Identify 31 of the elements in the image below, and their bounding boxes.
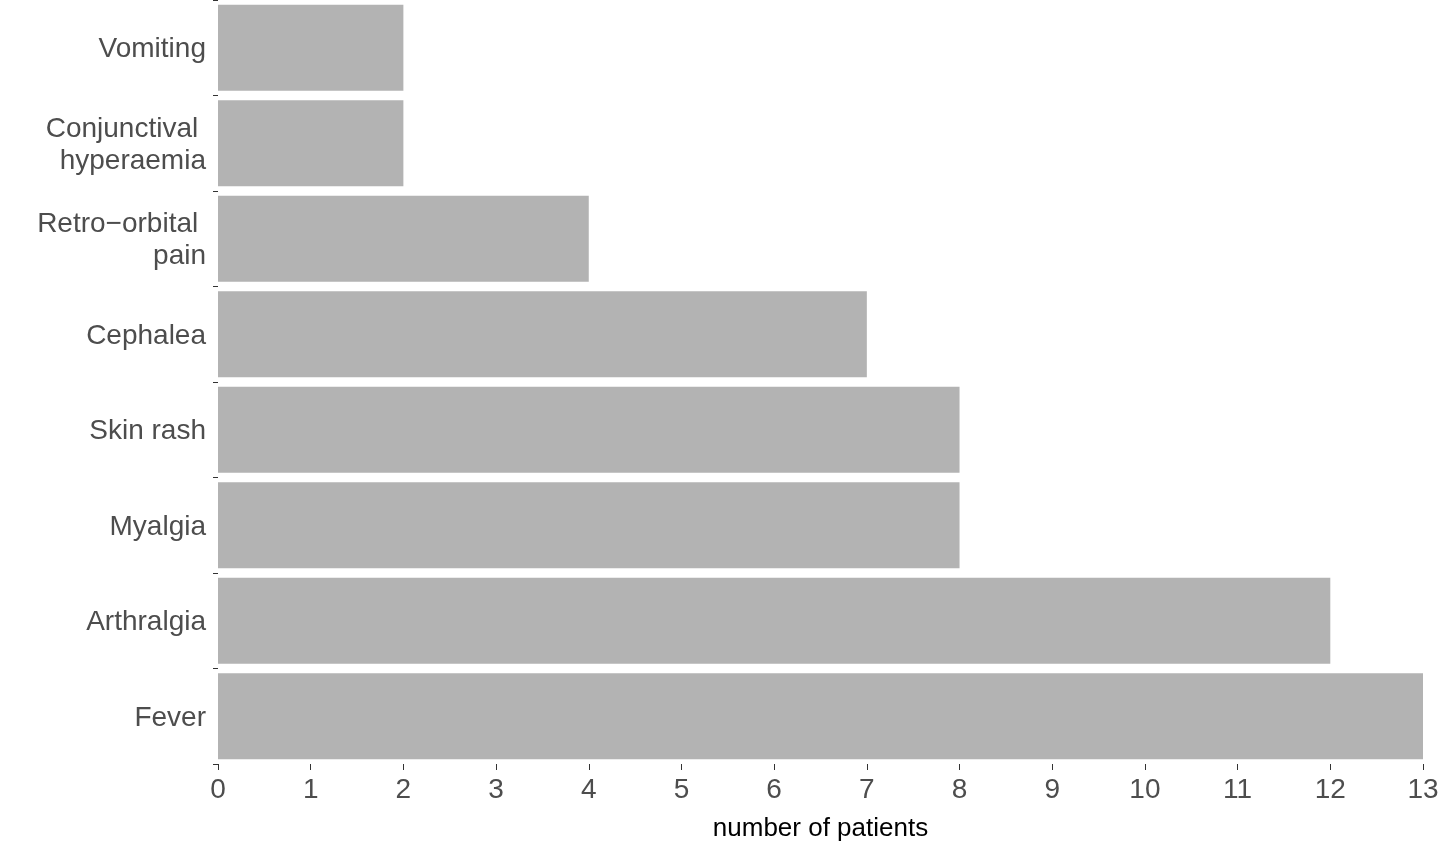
bar bbox=[218, 195, 589, 282]
x-tick-label: 11 bbox=[1223, 772, 1253, 804]
y-tick-label: Arthralgia bbox=[86, 605, 207, 637]
y-tick-label: Conjunctival hyperaemia bbox=[45, 111, 207, 175]
bar bbox=[218, 673, 1423, 760]
x-tick-label: 0 bbox=[210, 772, 226, 804]
bar bbox=[218, 4, 404, 91]
y-tick-label: Vomiting bbox=[98, 32, 206, 64]
x-tick-label: 9 bbox=[1044, 772, 1061, 804]
x-tick-label: 5 bbox=[673, 772, 690, 804]
x-tick-label: 10 bbox=[1129, 772, 1161, 804]
bar bbox=[218, 386, 960, 473]
x-tick-label: 6 bbox=[766, 772, 782, 804]
x-axis-title: number of patients bbox=[712, 812, 929, 842]
y-tick-label: Fever bbox=[134, 700, 206, 732]
y-tick-label: Skin rash bbox=[89, 414, 206, 446]
y-tick-label: Cephalea bbox=[86, 318, 207, 350]
bar bbox=[218, 577, 1331, 664]
x-tick-label: 7 bbox=[859, 772, 875, 804]
x-tick-label: 4 bbox=[580, 772, 597, 804]
x-tick-label: 13 bbox=[1407, 772, 1439, 804]
x-tick-label: 3 bbox=[488, 772, 504, 804]
y-tick-label: Retro−orbital pain bbox=[37, 207, 206, 271]
bar bbox=[218, 291, 867, 378]
x-tick-label: 1 bbox=[302, 772, 319, 804]
x-tick-label: 12 bbox=[1314, 772, 1346, 804]
y-tick-label: Myalgia bbox=[109, 509, 207, 541]
bar bbox=[218, 482, 960, 569]
x-tick-label: 8 bbox=[951, 772, 968, 804]
x-tick-label: 2 bbox=[395, 772, 412, 804]
bar bbox=[218, 100, 404, 187]
